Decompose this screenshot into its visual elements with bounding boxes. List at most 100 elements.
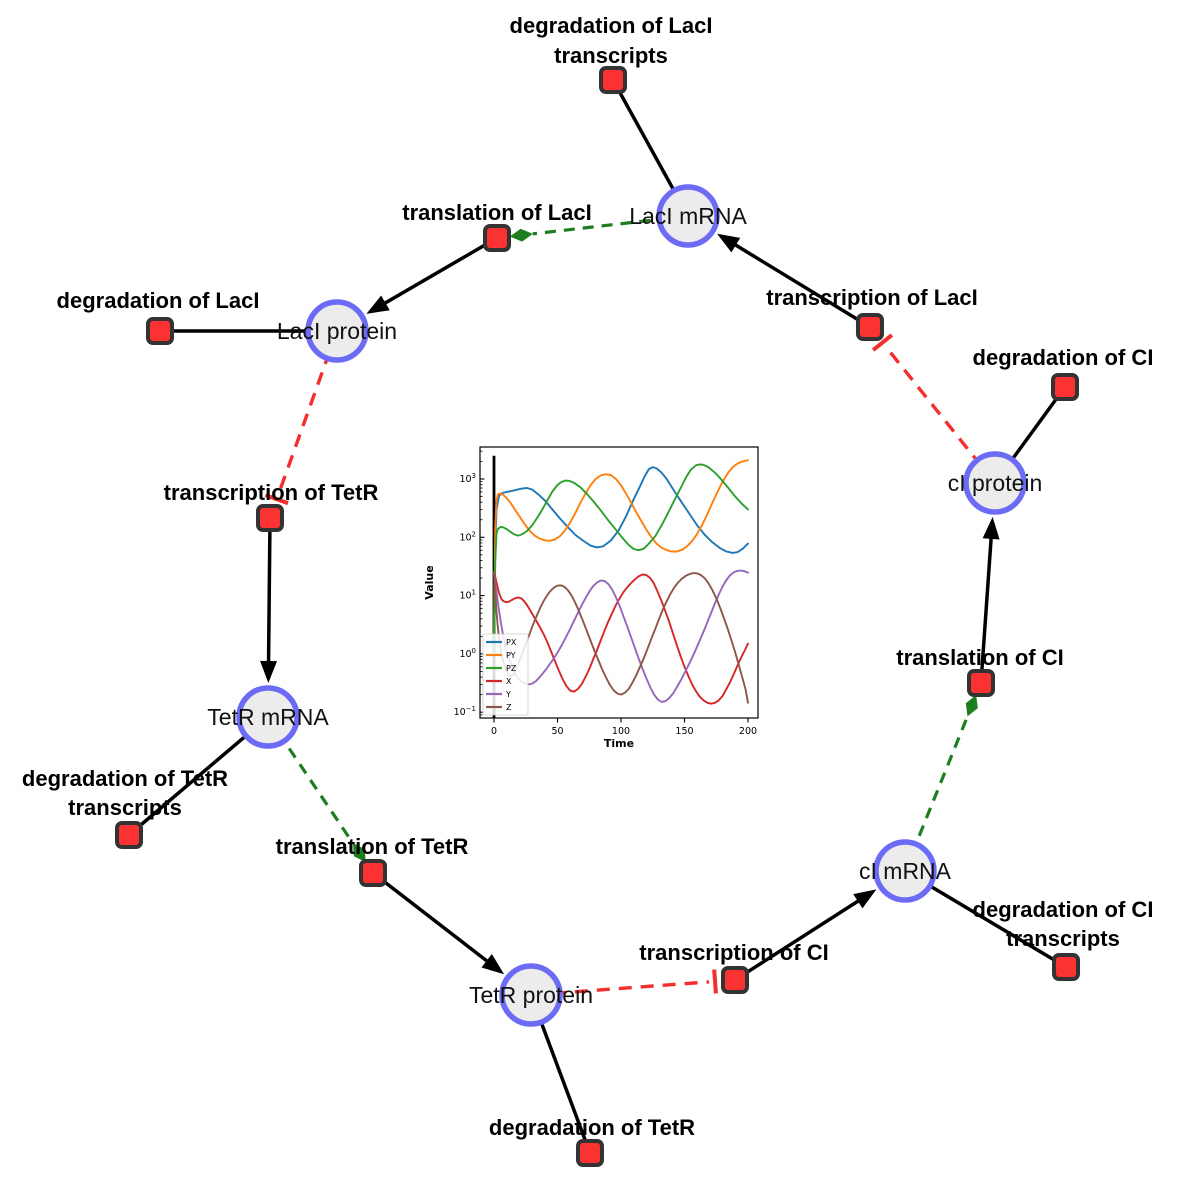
reaction-label-deg_tetr: degradation of TetR <box>489 1115 695 1140</box>
edge-line <box>374 236 498 311</box>
nodes-layer <box>115 66 1080 1167</box>
y-tick-base: 10 <box>459 532 471 543</box>
edge-translation_laci-laci_protein <box>366 236 498 314</box>
y-tick-base: 10 <box>454 707 466 718</box>
reaction-node-deg_ci_tx[interactable] <box>1052 953 1080 981</box>
legend-label-X: X <box>506 677 512 686</box>
y-tick-base: 10 <box>459 591 471 602</box>
x-tick-label: 100 <box>612 726 630 737</box>
reaction-label-deg_ci: degradation of CI <box>973 345 1154 370</box>
x-tick-label: 50 <box>551 726 563 737</box>
species-node-tetr_mrna[interactable] <box>236 685 300 749</box>
x-tick-label: 0 <box>491 726 497 737</box>
reaction-label-deg_ci_tx-line1: degradation of CI <box>973 897 1154 922</box>
y-tick-label: 10−1 <box>454 705 476 718</box>
edge-transcription_laci-laci_mrna <box>717 233 871 329</box>
reaction-label-deg_tetr_tx-line1: degradation of TetR <box>22 766 228 791</box>
reaction-label-translation_laci: translation of LacI <box>402 200 591 225</box>
species-label-laci_mrna: LacI mRNA <box>629 203 747 229</box>
edge-translation_ci-ci_protein <box>979 516 1000 684</box>
reaction-node-translation_tetr[interactable] <box>359 859 387 887</box>
reaction-label-deg_laci_tx-line1: degradation of LacI <box>510 13 713 38</box>
modifier-diamond-icon <box>509 228 533 242</box>
reaction-node-transcription_laci[interactable] <box>856 313 884 341</box>
y-tick-exponent: 1 <box>472 589 476 597</box>
edge-line <box>371 871 498 970</box>
y-tick-exponent: 3 <box>472 472 476 480</box>
y-tick-label: 101 <box>459 589 476 602</box>
reaction-node-deg_ci[interactable] <box>1051 373 1079 401</box>
reaction-node-translation_laci[interactable] <box>483 224 511 252</box>
reaction-node-deg_laci[interactable] <box>146 317 174 345</box>
legend-label-PZ: PZ <box>506 664 517 673</box>
reaction-label-transcription_tetr: transcription of TetR <box>164 480 379 505</box>
arrowhead-icon <box>717 233 741 253</box>
reaction-node-deg_laci_tx[interactable] <box>599 66 627 94</box>
reaction-label-translation_ci: translation of CI <box>896 645 1063 670</box>
arrowhead-icon <box>260 660 278 684</box>
y-tick-base: 10 <box>459 474 471 485</box>
edge-line <box>724 237 871 329</box>
species-label-ci_mrna: cI mRNA <box>859 858 952 884</box>
inhibition-tbar-icon <box>712 969 718 994</box>
inhibition-tbar-icon <box>871 333 894 352</box>
reaction-node-translation_ci[interactable] <box>967 669 995 697</box>
series-PY <box>493 459 749 638</box>
y-tick-base: 10 <box>459 649 471 660</box>
species-node-ci_protein[interactable] <box>963 451 1027 515</box>
reaction-label-transcription_laci: transcription of LacI <box>766 285 977 310</box>
y-tick-exponent: −1 <box>466 705 476 713</box>
legend-label-Y: Y <box>505 690 511 699</box>
species-node-ci_mrna[interactable] <box>873 839 937 903</box>
x-tick-label: 150 <box>675 726 693 737</box>
arrowhead-icon <box>366 295 390 314</box>
species-node-laci_mrna[interactable] <box>656 184 720 248</box>
y-axis-label: Value <box>423 565 436 599</box>
x-tick-label: 200 <box>739 726 757 737</box>
y-tick-label: 102 <box>459 530 476 543</box>
species-label-tetr_protein: TetR protein <box>469 982 593 1008</box>
species-label-laci_protein: LacI protein <box>277 318 397 344</box>
arrowhead-icon <box>853 889 877 909</box>
series-X <box>493 571 749 705</box>
edge-line <box>734 893 869 982</box>
reaction-label-deg_laci: degradation of LacI <box>57 288 260 313</box>
edge-translation_tetr-tetr_protein <box>371 871 505 975</box>
species-label-ci_protein: cI protein <box>948 470 1043 496</box>
edge-line <box>979 526 994 684</box>
series-PZ <box>493 463 749 655</box>
reaction-label-deg_laci_tx-line2: transcripts <box>554 43 668 68</box>
plot-frame <box>479 446 759 719</box>
reaction-label-translation_tetr: translation of TetR <box>276 834 469 859</box>
edge-line <box>266 517 272 674</box>
inhibition-tbar-icon <box>264 493 289 506</box>
arrowhead-icon <box>481 954 505 975</box>
species-node-laci_protein[interactable] <box>305 299 369 363</box>
reaction-label-transcription_ci: transcription of CI <box>639 940 828 965</box>
arrowhead-icon <box>982 516 1000 540</box>
reaction-node-deg_tetr_tx[interactable] <box>115 821 143 849</box>
modifier-diamond-icon <box>965 695 978 717</box>
species-node-tetr_protein[interactable] <box>499 963 563 1027</box>
reaction-label-deg_ci_tx-line2: transcripts <box>1006 926 1120 951</box>
legend-label-Z: Z <box>506 703 512 712</box>
reaction-node-deg_tetr[interactable] <box>576 1139 604 1167</box>
y-tick-exponent: 2 <box>472 530 476 538</box>
legend: PX PY PZ XYZ <box>482 633 529 716</box>
labels-layer: degradation of LacI transcripts translatio… <box>22 13 1154 1140</box>
edge-transcription_tetr-tetr_mrna <box>260 517 278 684</box>
x-axis-label: Time <box>604 737 634 750</box>
legend-label-PX: PX <box>506 638 517 647</box>
series-PX <box>493 466 749 638</box>
reaction-label-deg_tetr_tx-line2: transcripts <box>68 795 182 820</box>
legend-label-PY: PY <box>506 651 516 660</box>
edge-transcription_ci-ci_mrna <box>734 889 877 982</box>
edges-layer <box>127 79 1067 1154</box>
y-tick-exponent: 0 <box>472 647 476 655</box>
reaction-node-transcription_ci[interactable] <box>721 966 749 994</box>
y-tick-label: 100 <box>459 647 476 660</box>
reaction-node-transcription_tetr[interactable] <box>256 504 284 532</box>
y-tick-label: 103 <box>459 472 476 485</box>
